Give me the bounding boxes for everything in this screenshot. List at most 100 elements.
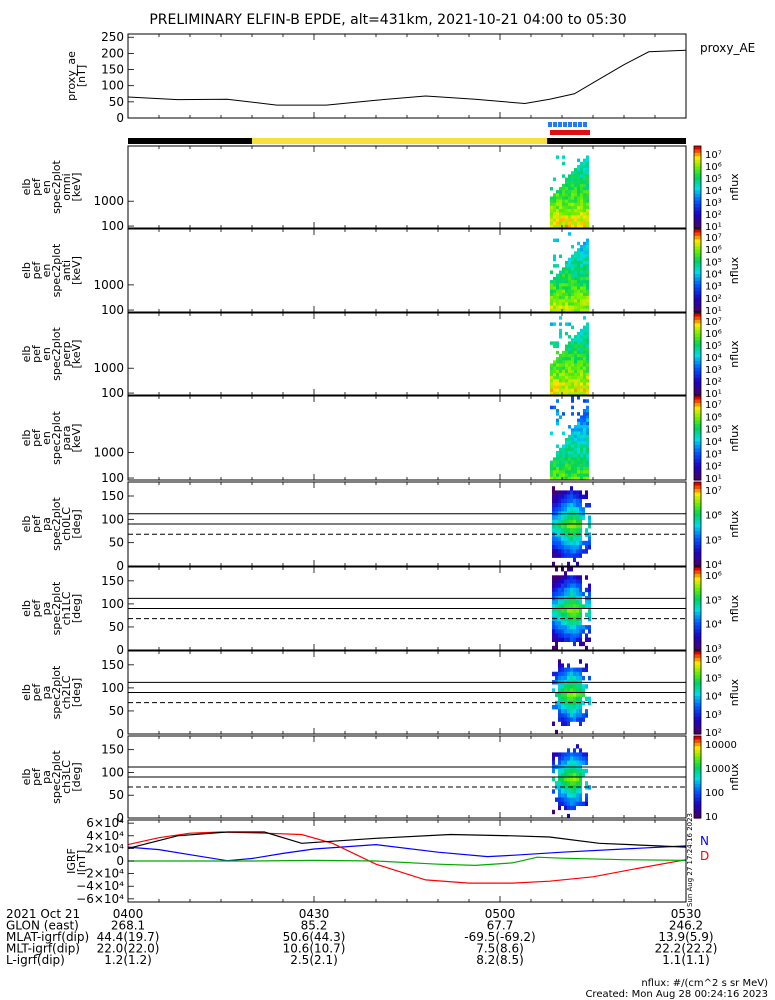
colorbar-cell (694, 632, 701, 637)
spectro-cell (565, 264, 568, 268)
spectro-cell (556, 308, 559, 313)
spectro-cell (553, 212, 556, 216)
spectro-cell (585, 549, 588, 554)
spectro-cell (583, 366, 586, 371)
spectro-cell (579, 490, 582, 495)
igrf-series-3 (127, 831, 687, 849)
spectro-cell (562, 221, 565, 226)
spectro-cell (579, 494, 582, 500)
spectro-cell (576, 604, 579, 609)
spectro-cell (583, 434, 586, 439)
spectro-cell (562, 155, 565, 159)
spectro-cell (556, 286, 559, 290)
colorbar-cell (694, 204, 701, 209)
colorbar-cell (694, 388, 701, 393)
spectro-cell (561, 777, 564, 782)
spectro-cell (582, 760, 585, 765)
spectro-cell (556, 218, 559, 222)
spectro-cell (567, 721, 570, 726)
spectro-cell (579, 748, 582, 753)
spectro-cell (559, 470, 562, 474)
spectro-cell (568, 224, 571, 229)
spectro-cell (577, 341, 580, 345)
spectro-cell (583, 299, 586, 303)
spectro-cell (561, 684, 564, 689)
spectro-cell (580, 299, 583, 303)
spectro-cell (561, 717, 564, 722)
spectro-cell (568, 476, 571, 481)
igrf-ytick: 6×10⁴ (86, 816, 124, 830)
colorbar-cell (694, 756, 701, 761)
ylabel-line: elb (20, 516, 33, 533)
spectro-cell (562, 296, 565, 300)
spectro-cell (574, 286, 577, 290)
spectro-cell (586, 447, 589, 452)
spectro-cell (565, 289, 568, 294)
spectro-cell (571, 267, 574, 271)
colorbar-cell (694, 270, 701, 275)
colorbar-cell (694, 723, 701, 728)
ylabel-line: spec2plot (50, 750, 63, 804)
spectro-cell (585, 752, 588, 757)
spectro-cell (583, 215, 586, 219)
ylabel-line: omni (60, 173, 73, 200)
spectro-cell (565, 270, 568, 274)
colorbar-cell (694, 235, 701, 240)
spectro-cell (574, 347, 577, 352)
elb_pef_en_spec2plot_perp-data (550, 316, 589, 396)
spectro-cell (568, 335, 571, 339)
spectro-cell (577, 248, 580, 252)
spectro-cell (574, 270, 577, 274)
spectro-cell (552, 545, 555, 550)
spectro-cell (564, 494, 567, 500)
spectro-cell (582, 507, 585, 512)
colorbar-tick: 10⁴ (705, 692, 722, 703)
colorbar-cell (694, 654, 701, 659)
spectro-cell (585, 781, 588, 786)
spectro-cell (556, 421, 559, 426)
elb_pef_en_spec2plot_anti-ytick: 1000 (93, 278, 124, 292)
spectro-cell (567, 620, 570, 626)
spectro-cell (568, 289, 571, 294)
igrf-legend-d: D (700, 849, 709, 863)
colorbar-cell (694, 706, 701, 711)
spectro-cell (567, 528, 570, 533)
colorbar-tick: 10¹ (705, 222, 722, 233)
ylabel-line: [keV] (70, 424, 83, 453)
spectro-cell (580, 161, 583, 166)
colorbar-tick: 10⁵ (705, 595, 722, 606)
spectro-cell (576, 587, 579, 593)
spectro-cell (555, 528, 558, 533)
spectro-cell (553, 460, 556, 465)
colorbar-cell (694, 678, 701, 683)
spectro-cell (582, 717, 585, 722)
spectro-cell (550, 379, 553, 383)
spectro-cell (586, 415, 589, 419)
spectro-cell (567, 671, 570, 677)
spectro-cell (588, 629, 591, 634)
spectro-cell (568, 357, 571, 361)
spectro-cell (556, 209, 559, 213)
spectro-cell (586, 264, 589, 268)
spectro-cell (585, 667, 588, 673)
spectro-cell (588, 540, 591, 546)
spectro-cell (583, 328, 586, 333)
spectro-cell (550, 187, 553, 191)
footer-row-value: 246.2 (669, 919, 703, 933)
spectro-cell (583, 302, 586, 306)
spectro-cell (580, 202, 583, 207)
spectro-cell (571, 391, 574, 396)
spectro-cell (564, 553, 567, 558)
spectro-cell (559, 357, 562, 361)
spectro-cell (571, 202, 574, 207)
spectro-cell (577, 360, 580, 364)
colorbar-cell (694, 766, 701, 771)
footer-row-value: 22.2(22.2) (655, 942, 718, 956)
spectro-cell (568, 296, 571, 300)
spectro-cell (583, 376, 586, 380)
spectro-cell (556, 372, 559, 377)
spectro-cell (550, 322, 553, 326)
spectro-cell (583, 260, 586, 265)
colorbar-cell (694, 469, 701, 474)
